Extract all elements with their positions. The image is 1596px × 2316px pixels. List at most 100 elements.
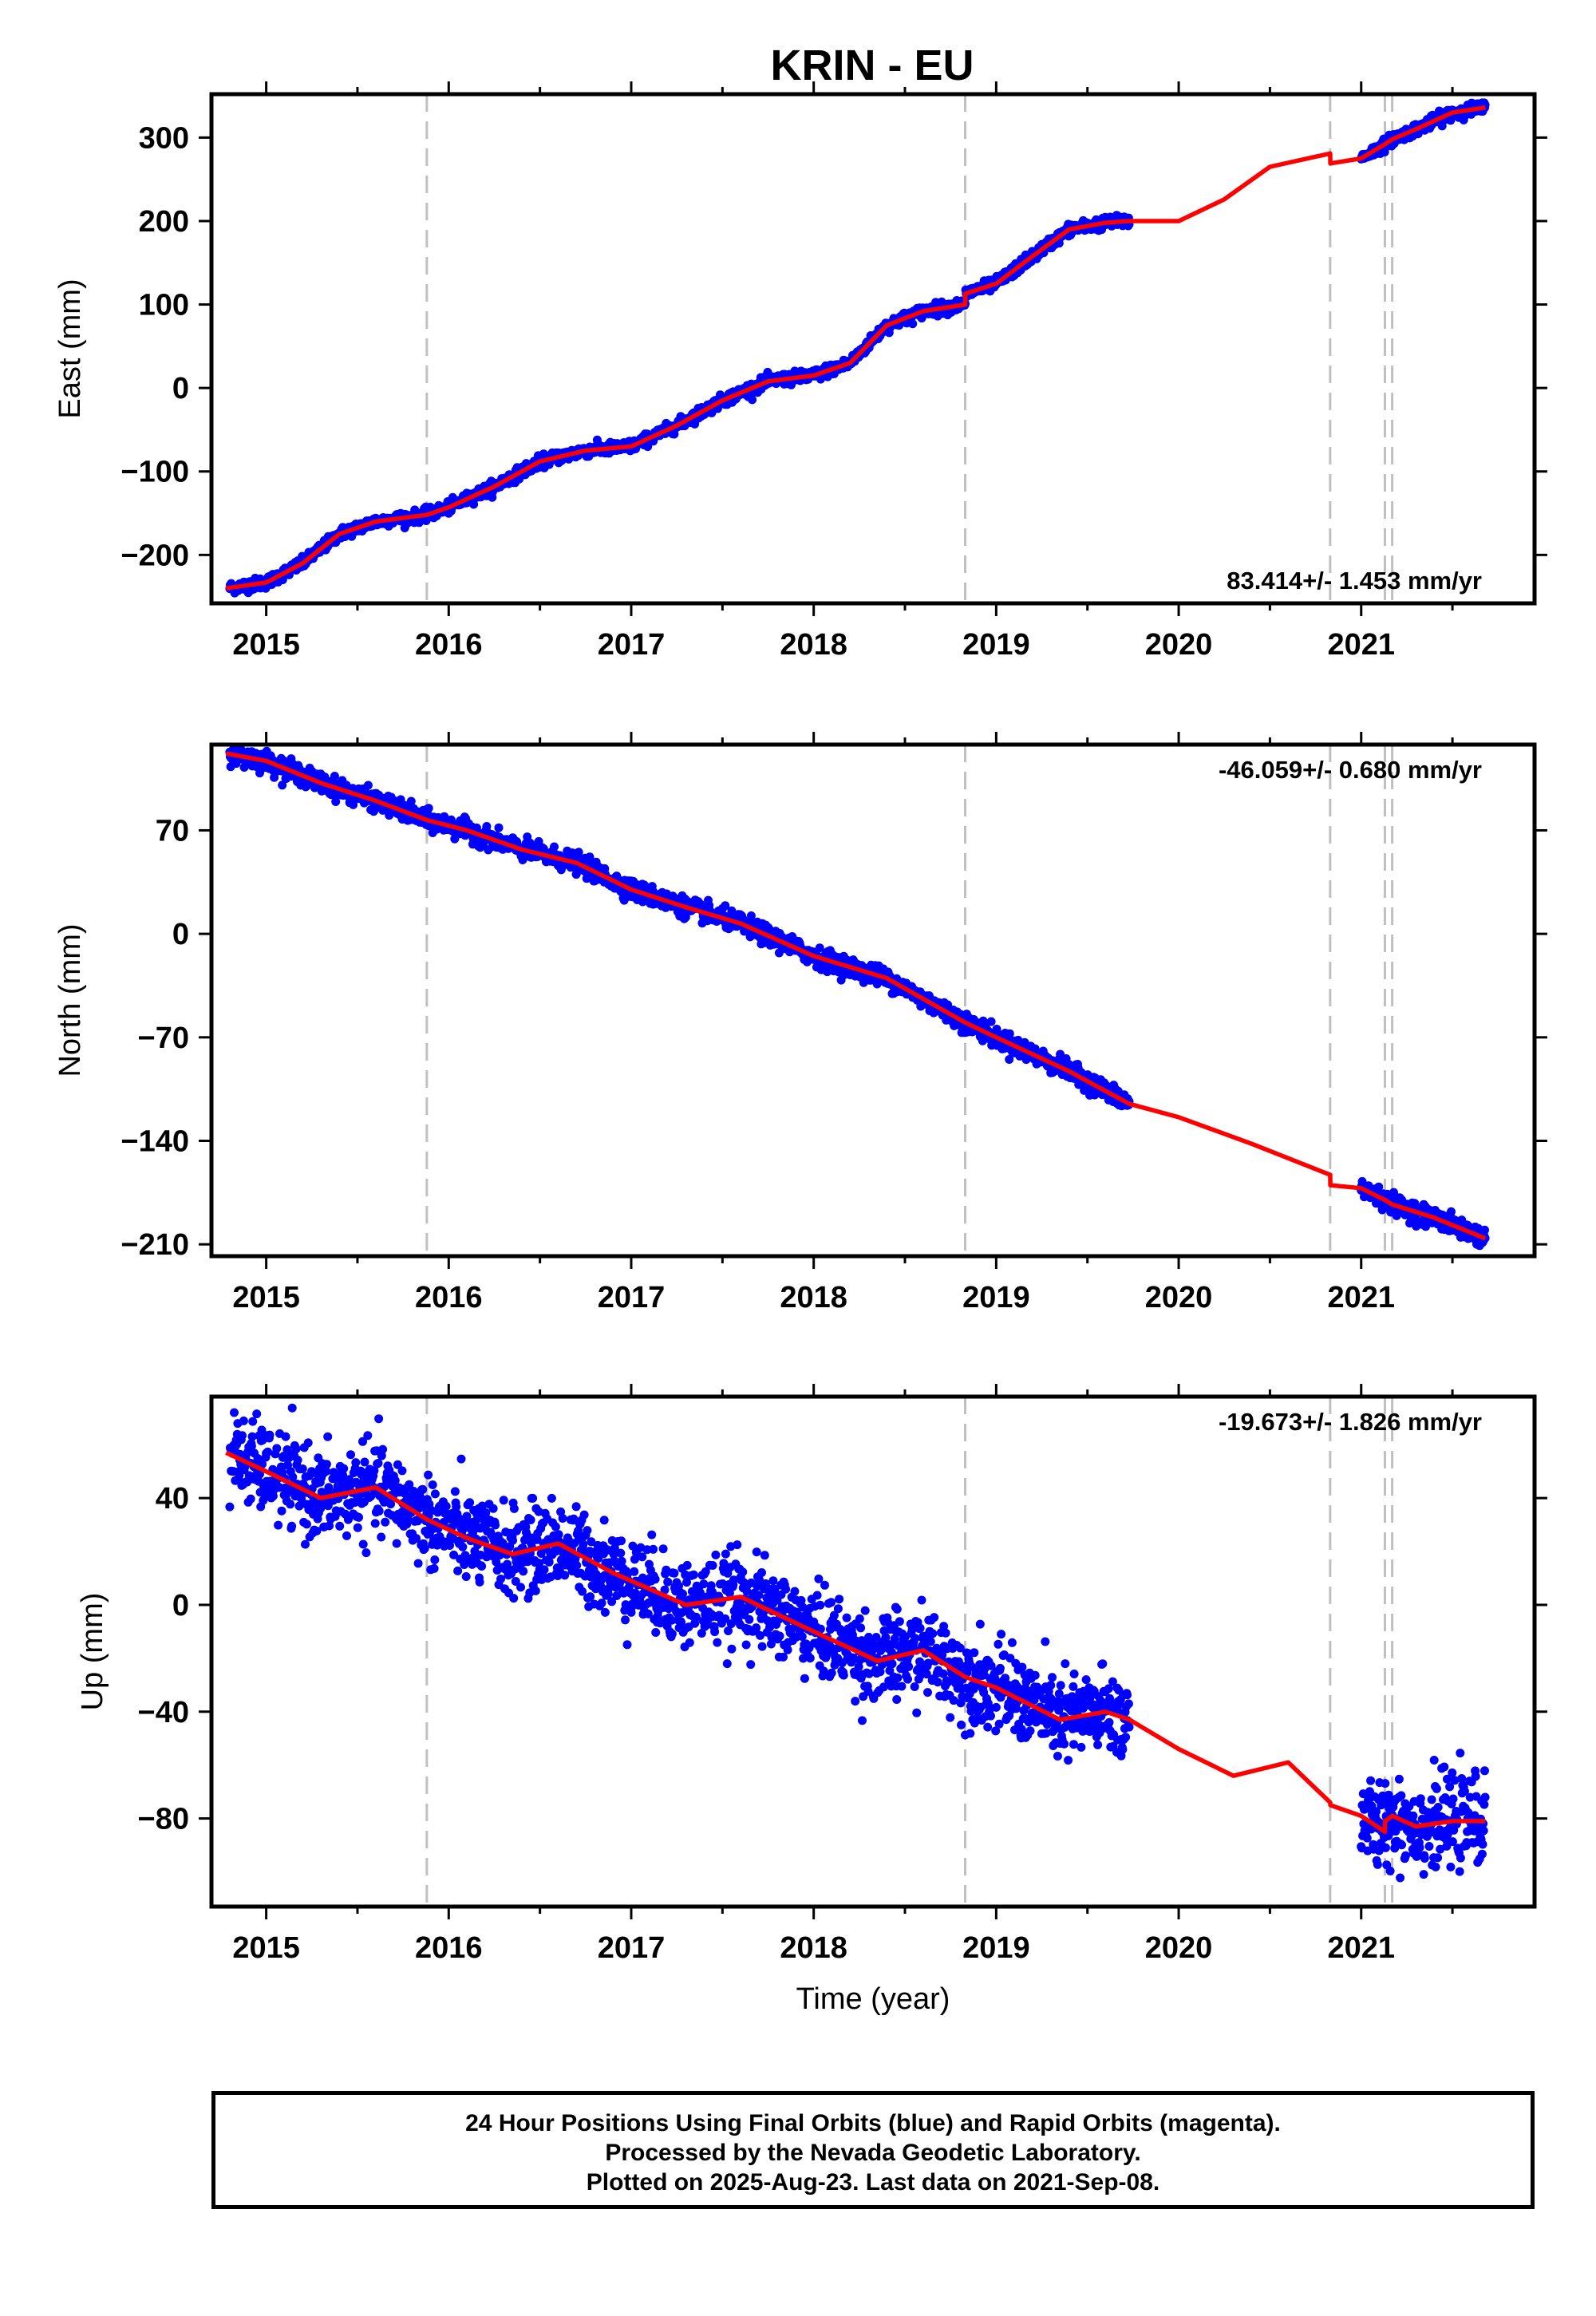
data-point	[351, 1458, 361, 1468]
data-point	[430, 1555, 440, 1564]
panel-frame	[209, 742, 1537, 1259]
data-point	[353, 1523, 362, 1532]
data-points	[225, 745, 1490, 1251]
data-point	[274, 1520, 283, 1530]
data-point	[303, 1438, 313, 1448]
data-point	[554, 1530, 563, 1539]
data-point	[587, 1537, 596, 1547]
data-point	[908, 319, 918, 329]
x-tick-label: 2015	[232, 628, 300, 662]
x-tick-label: 2019	[962, 1281, 1030, 1314]
data-point	[477, 1501, 487, 1511]
data-point	[349, 800, 358, 809]
data-point	[550, 842, 559, 852]
data-point	[471, 1516, 480, 1526]
data-point	[405, 1480, 414, 1489]
data-point	[252, 1409, 262, 1419]
data-point	[286, 1500, 295, 1509]
data-point	[390, 1476, 400, 1485]
x-tick-label: 2018	[780, 1281, 847, 1314]
data-point	[378, 1445, 388, 1454]
data-point	[342, 1531, 351, 1540]
data-point	[331, 797, 341, 806]
data-point	[599, 1516, 609, 1525]
data-point	[420, 1543, 429, 1553]
data-point	[1480, 1225, 1489, 1235]
data-point	[298, 1464, 307, 1473]
data-point	[495, 1551, 504, 1560]
data-point	[578, 1587, 587, 1596]
data-point	[312, 1526, 322, 1535]
data-point	[574, 1526, 583, 1535]
y-tick-label: −100	[120, 456, 189, 489]
data-point	[531, 1586, 540, 1595]
data-point	[560, 1571, 570, 1580]
data-point	[354, 1512, 363, 1522]
data-point	[453, 1566, 463, 1575]
y-tick-label: −140	[120, 1124, 189, 1158]
data-point	[246, 1494, 255, 1504]
data-point	[491, 1520, 500, 1530]
data-point	[547, 1493, 556, 1503]
data-point	[1005, 1055, 1014, 1064]
data-point	[257, 1425, 267, 1435]
data-point	[441, 1501, 451, 1511]
data-point	[358, 1437, 367, 1446]
plot-area	[225, 745, 1490, 1256]
data-point	[413, 1516, 422, 1526]
data-points	[225, 1403, 1490, 1883]
data-point	[404, 1516, 413, 1525]
east-panel: 2015 2016 2017 2018 2019 2020 2021−200−1000100…	[53, 81, 1547, 662]
data-point	[558, 1514, 567, 1523]
data-point	[551, 1522, 560, 1531]
data-point	[339, 1464, 349, 1473]
data-point	[571, 1502, 581, 1512]
data-point	[386, 1500, 396, 1509]
data-point	[291, 1445, 301, 1453]
data-point	[586, 1592, 595, 1602]
data-point	[526, 1516, 535, 1524]
plot-area	[225, 94, 1490, 603]
data-point	[574, 848, 583, 857]
y-tick-label: 0	[172, 918, 189, 951]
data-point	[346, 1450, 355, 1460]
y-tick-label: −200	[120, 539, 189, 572]
data-point	[239, 1416, 248, 1425]
data-point	[494, 823, 504, 832]
plot-area	[225, 1397, 1490, 1907]
data-point	[230, 1408, 239, 1417]
data-point	[721, 901, 730, 911]
chart-title: KRIN - EU	[771, 41, 974, 89]
data-point	[424, 804, 433, 813]
data-point	[323, 1432, 333, 1441]
up-panel: 2015 2016 2017 2018 2019 2020 2021−80−40040Up …	[76, 1384, 1547, 2016]
data-point	[235, 1471, 244, 1480]
data-point	[381, 1517, 390, 1527]
data-point	[316, 1504, 326, 1513]
data-point	[225, 1502, 235, 1512]
data-point	[492, 1557, 501, 1567]
rate-annotation: 83.414+/- 1.453 mm/yr	[1227, 567, 1482, 595]
data-point	[322, 1467, 331, 1476]
data-point	[335, 1521, 345, 1531]
data-point	[597, 1599, 606, 1608]
y-tick-label: 100	[139, 289, 189, 322]
data-point	[528, 1493, 538, 1503]
data-point	[583, 1526, 592, 1535]
data-point	[539, 1565, 549, 1575]
data-point	[324, 1483, 334, 1492]
data-point	[579, 1539, 588, 1549]
data-point	[607, 1597, 617, 1607]
data-point	[374, 1506, 384, 1516]
data-point	[302, 1520, 311, 1529]
gps-timeseries-figure: KRIN - EU 2015 2016 2017 2018 2019 2020 2021−2…	[53, 41, 1547, 2016]
data-point	[572, 1561, 582, 1570]
data-point	[508, 1535, 517, 1545]
x-tick-label: 2021	[1327, 628, 1395, 662]
model-fit-line	[225, 105, 1486, 591]
data-point	[452, 1502, 461, 1512]
data-point	[343, 1515, 353, 1524]
data-point	[986, 1017, 996, 1026]
data-point	[1374, 1182, 1384, 1192]
data-point	[429, 1563, 439, 1573]
